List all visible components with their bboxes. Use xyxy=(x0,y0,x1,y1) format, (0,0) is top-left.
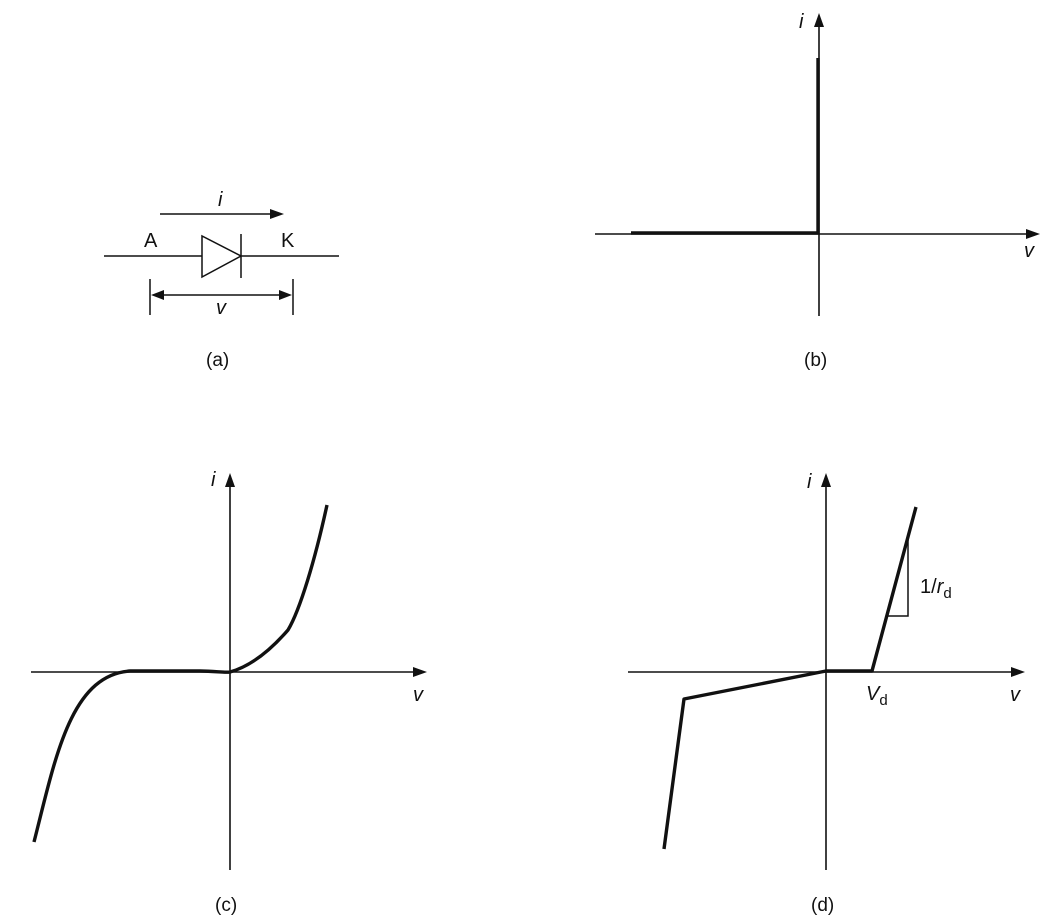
x-axis-label: v xyxy=(1024,240,1035,262)
slope-label: 1/rd xyxy=(920,576,952,602)
voltage-arrow-left xyxy=(151,290,164,300)
panel-c: v i (c) xyxy=(31,469,427,916)
current-label: i xyxy=(218,189,223,211)
caption-b: (b) xyxy=(804,350,827,371)
voltage-label: v xyxy=(216,297,227,319)
slope-triangle xyxy=(886,540,909,617)
current-arrow-head xyxy=(270,209,284,219)
voltage-arrow-right xyxy=(279,290,292,300)
diode-triangle xyxy=(201,234,243,279)
y-axis-arrow xyxy=(814,13,824,27)
caption-c: (c) xyxy=(215,895,237,916)
x-axis-arrow xyxy=(1026,229,1040,239)
y-axis-label: i xyxy=(211,469,216,491)
y-axis-label: i xyxy=(799,11,804,33)
cathode-label: K xyxy=(281,230,295,252)
panel-d: v i 1/rd Vd (d) xyxy=(628,471,1025,916)
x-axis-label: v xyxy=(413,684,424,706)
x-axis-arrow xyxy=(413,667,427,677)
caption-d: (d) xyxy=(811,895,834,916)
x-axis-label: v xyxy=(1010,684,1021,706)
real-characteristic-curve xyxy=(32,504,329,843)
panel-a: i A K v (a) xyxy=(104,189,339,371)
threshold-voltage-label: Vd xyxy=(866,683,888,709)
y-axis-arrow xyxy=(821,473,831,487)
x-axis-arrow xyxy=(1011,667,1025,677)
caption-a: (a) xyxy=(206,350,229,371)
y-axis-arrow xyxy=(225,473,235,487)
y-axis-label: i xyxy=(807,471,812,493)
panel-b: v i (b) xyxy=(595,11,1040,371)
piecewise-linear-curve xyxy=(662,506,918,850)
ideal-characteristic-curve xyxy=(631,58,820,235)
anode-label: A xyxy=(144,230,158,252)
